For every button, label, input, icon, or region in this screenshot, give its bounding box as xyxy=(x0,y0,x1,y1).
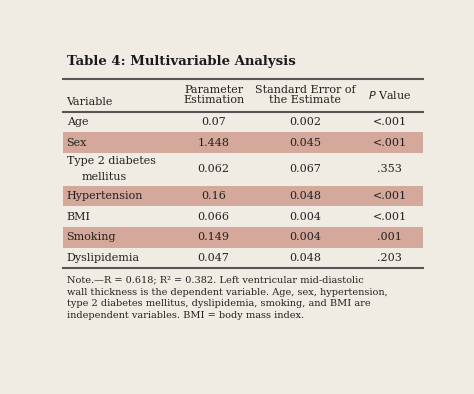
Text: 0.066: 0.066 xyxy=(198,212,229,221)
Text: BMI: BMI xyxy=(66,212,91,221)
Text: 0.07: 0.07 xyxy=(201,117,226,127)
Text: Hypertension: Hypertension xyxy=(66,191,143,201)
Text: Parameter: Parameter xyxy=(184,85,243,95)
Text: 0.048: 0.048 xyxy=(289,253,321,263)
Text: 0.048: 0.048 xyxy=(289,191,321,201)
Text: Variable: Variable xyxy=(66,97,113,107)
Text: .001: .001 xyxy=(377,232,402,242)
Text: mellitus: mellitus xyxy=(82,171,127,182)
Text: <.001: <.001 xyxy=(373,212,407,221)
Text: 0.002: 0.002 xyxy=(289,117,321,127)
Text: Smoking: Smoking xyxy=(66,232,116,242)
Text: <.001: <.001 xyxy=(373,138,407,147)
Text: Age: Age xyxy=(66,117,88,127)
Bar xyxy=(63,227,423,247)
Text: Type 2 diabetes: Type 2 diabetes xyxy=(66,156,155,166)
Text: Dyslipidemia: Dyslipidemia xyxy=(66,253,140,263)
Text: 0.062: 0.062 xyxy=(198,164,229,174)
Text: Estimation: Estimation xyxy=(183,95,244,105)
Bar xyxy=(63,132,423,153)
Text: 0.149: 0.149 xyxy=(198,232,229,242)
Text: 0.16: 0.16 xyxy=(201,191,226,201)
Text: 1.448: 1.448 xyxy=(198,138,229,147)
Text: .203: .203 xyxy=(377,253,402,263)
Text: 0.045: 0.045 xyxy=(289,138,321,147)
Text: $\it{P}$ Value: $\it{P}$ Value xyxy=(368,89,411,101)
Text: .353: .353 xyxy=(377,164,402,174)
Text: 0.047: 0.047 xyxy=(198,253,229,263)
Text: 0.004: 0.004 xyxy=(289,212,321,221)
Text: 0.004: 0.004 xyxy=(289,232,321,242)
Bar xyxy=(63,186,423,206)
Text: Table 4: Multivariable Analysis: Table 4: Multivariable Analysis xyxy=(66,55,295,68)
Text: the Estimate: the Estimate xyxy=(269,95,341,105)
Text: Standard Error of: Standard Error of xyxy=(255,85,356,95)
Text: 0.067: 0.067 xyxy=(290,164,321,174)
Text: <.001: <.001 xyxy=(373,191,407,201)
Text: Sex: Sex xyxy=(66,138,87,147)
Text: Note.—R = 0.618; R² = 0.382. Left ventricular mid-diastolic
wall thickness is th: Note.—R = 0.618; R² = 0.382. Left ventri… xyxy=(66,276,387,320)
Text: <.001: <.001 xyxy=(373,117,407,127)
